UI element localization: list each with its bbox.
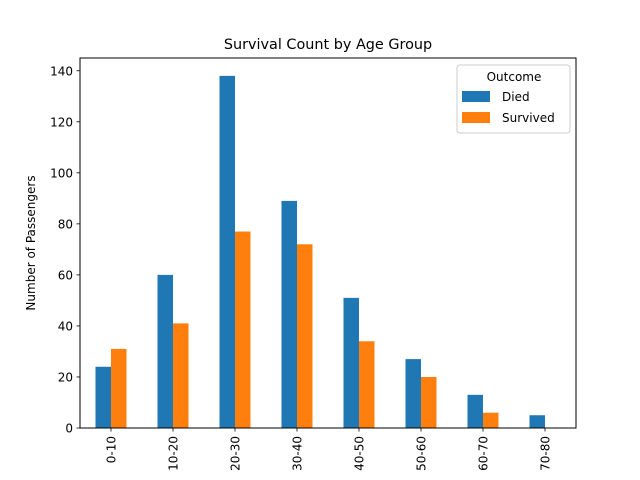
- y-tick-label: 40: [58, 319, 73, 333]
- y-tick-label: 100: [50, 166, 73, 180]
- bar-died-40-50: [343, 297, 359, 428]
- y-tick-label: 20: [58, 370, 73, 384]
- chart-title: Survival Count by Age Group: [224, 37, 432, 53]
- legend: Outcome Died Survived: [456, 64, 571, 134]
- x-tick-label: 10-20: [167, 436, 181, 471]
- bar-survived-20-30: [235, 231, 251, 428]
- bar-survived-30-40: [297, 244, 313, 428]
- legend-label-died: Died: [502, 90, 530, 104]
- bar-died-50-60: [405, 359, 421, 428]
- bar-died-30-40: [281, 200, 297, 428]
- bar-died-70-80: [529, 415, 545, 428]
- y-tick-label: 80: [58, 217, 73, 231]
- x-tick-label: 20-30: [229, 436, 243, 471]
- bar-survived-0-10: [111, 348, 127, 428]
- bar-survived-60-70: [483, 412, 499, 428]
- x-tick-label: 0-10: [105, 436, 119, 463]
- x-tick-label: 30-40: [291, 436, 305, 471]
- legend-swatch-died: [462, 91, 490, 102]
- bar-survived-10-20: [173, 323, 189, 428]
- y-tick-label: 0: [65, 422, 73, 436]
- legend-title: Outcome: [487, 70, 542, 84]
- x-tick-label: 70-80: [539, 436, 553, 471]
- legend-swatch-survived: [462, 112, 490, 123]
- y-axis-label: Number of Passengers: [24, 175, 38, 310]
- x-tick-label: 60-70: [477, 436, 491, 471]
- legend-label-survived: Survived: [502, 111, 555, 125]
- y-tick-label: 120: [50, 115, 73, 129]
- y-tick-label: 140: [50, 64, 73, 78]
- x-tick-label: 50-60: [415, 436, 429, 471]
- bar-died-0-10: [95, 366, 111, 428]
- y-tick-label: 60: [58, 268, 73, 282]
- plot-frame: [79, 57, 577, 429]
- x-tick-label: 40-50: [353, 436, 367, 471]
- bar-died-10-20: [157, 274, 173, 428]
- plot-area: 0 20 40 60 80 100 120 140 0-10 10-20 20-30 30-40 40-…: [50, 64, 552, 471]
- bar-died-60-70: [467, 394, 483, 428]
- bar-survived-50-60: [421, 376, 437, 428]
- bar-died-20-30: [219, 75, 235, 429]
- bar-survived-40-50: [359, 341, 375, 428]
